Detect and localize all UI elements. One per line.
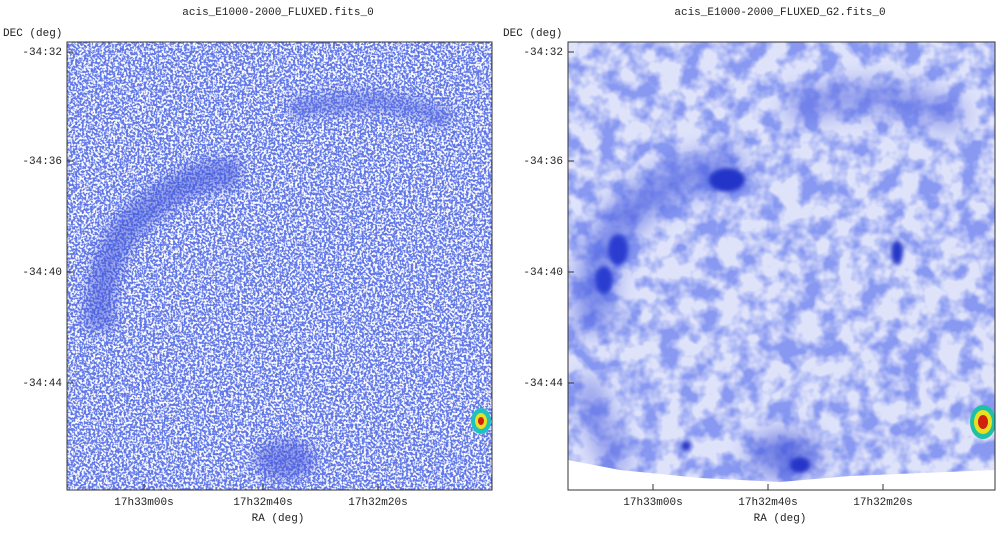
x-axis-label: RA (deg) [252,513,305,525]
x-tick-label: 17h33m00s [623,497,682,509]
y-tick-label: -34:44 [523,378,563,390]
y-tick-label: -34:40 [22,267,62,279]
panel-title: acis_E1000-2000_FLUXED_G2.fits_0 [674,7,885,19]
raw-image [67,42,492,490]
y-tick-label: -34:36 [22,156,62,168]
y-tick-label: -34:32 [523,47,563,59]
x-tick-label: 17h32m20s [853,497,912,509]
x-ticks: 17h33m00s 17h32m40s 17h32m20s [114,484,408,509]
x-tick-label: 17h33m00s [114,497,173,509]
panel-title: acis_E1000-2000_FLUXED.fits_0 [182,7,373,19]
y-tick-label: -34:32 [22,47,62,59]
smoothed-image [568,42,995,490]
y-ticks: -34:32 -34:36 -34:40 -34:44 [523,47,574,390]
x-tick-label: 17h32m40s [738,497,797,509]
y-axis-label: DEC (deg) [503,28,562,40]
x-axis-label: RA (deg) [754,513,807,525]
x-tick-label: 17h32m40s [233,497,292,509]
frame [66,41,493,491]
y-ticks: -34:32 -34:36 -34:40 -34:44 [22,47,73,390]
panel-smoothed: acis_E1000-2000_FLUXED_G2.fits_0 DEC (de… [503,7,996,525]
y-tick-label: -34:36 [523,156,563,168]
y-tick-label: -34:44 [22,378,62,390]
y-axis-label: DEC (deg) [3,28,62,40]
x-ticks: 17h33m00s 17h32m40s 17h32m20s [623,484,913,509]
panel-raw: acis_E1000-2000_FLUXED.fits_0 DEC (deg) … [3,7,493,525]
x-tick-label: 17h32m20s [348,497,407,509]
frame [567,41,996,491]
y-tick-label: -34:40 [523,267,563,279]
